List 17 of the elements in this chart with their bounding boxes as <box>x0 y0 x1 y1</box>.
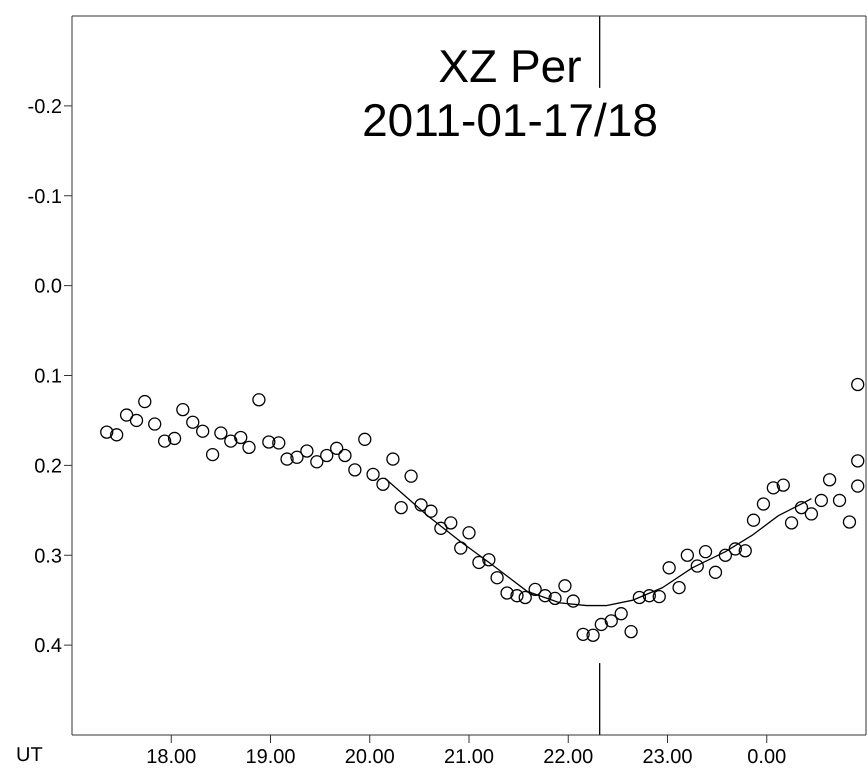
text: XZ Per <box>437 40 583 92</box>
x-tick-label: 20.00 <box>344 746 395 768</box>
y-tick-label: 0.3 <box>34 545 62 568</box>
y-tick-label: 0.4 <box>34 635 62 658</box>
x-tick-label: 23.00 <box>642 746 693 768</box>
y-tick-label: -0.2 <box>28 96 62 118</box>
y-tick-label: 0.1 <box>34 366 62 388</box>
text: 2011-01-17/18 <box>361 94 659 146</box>
x-tick-label: 21.00 <box>444 746 494 768</box>
x-tick-label: 19.00 <box>245 746 296 768</box>
x-tick-label: 0.00 <box>747 746 786 768</box>
x-tick-label: 22.00 <box>543 746 594 768</box>
y-tick-label: -0.1 <box>28 186 62 208</box>
x-tick-label: 18.00 <box>146 746 196 768</box>
y-tick-label: 0.2 <box>34 455 62 478</box>
y-tick-label: 0.0 <box>34 276 62 298</box>
x-axis-title: UT <box>16 744 43 767</box>
